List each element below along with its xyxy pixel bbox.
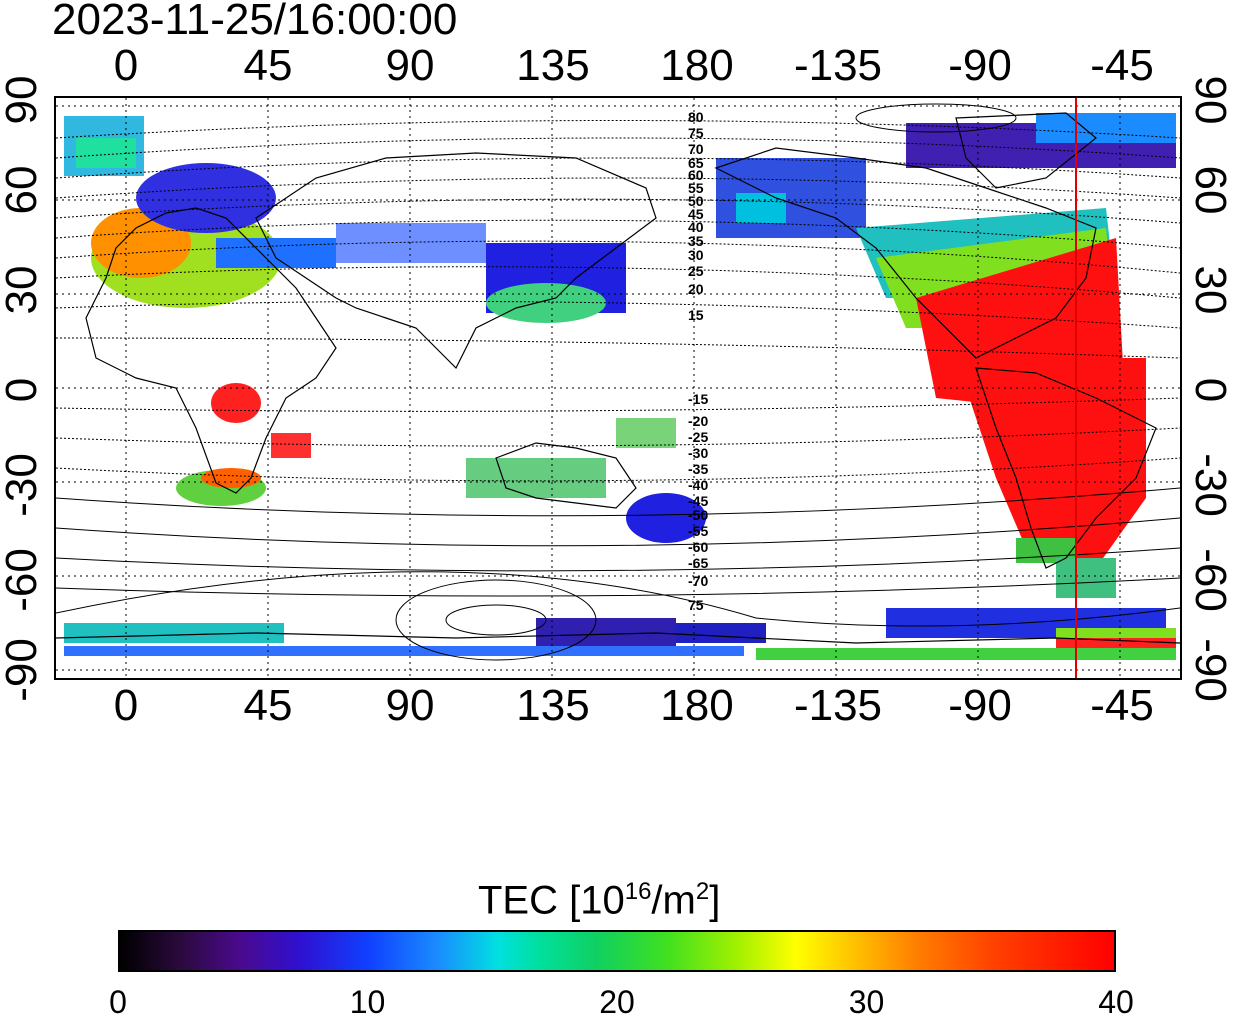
right-lat-label-2: 30 — [1186, 265, 1235, 315]
contour-label-north-1: 75 — [688, 125, 704, 141]
colorbar-tick-label-2: 20 — [599, 984, 635, 1020]
top-lon-label-0: 0 — [113, 41, 139, 90]
colorbar-tick-label-1: 10 — [349, 984, 386, 1020]
contour-label-north-2: 70 — [688, 141, 704, 157]
colorbar-tick-label-0: 0 — [109, 984, 127, 1020]
left-lat-label-2: 30 — [0, 265, 46, 315]
tec-colorbar — [118, 930, 1116, 972]
contour-label-south-10: -65 — [688, 555, 708, 571]
contour-label-north-8: 40 — [688, 219, 704, 235]
right-lat-label-1: 60 — [1186, 165, 1235, 215]
contour-label-south-5: -40 — [688, 477, 708, 493]
contour-label-south-8: -55 — [688, 523, 708, 539]
graticule — [56, 98, 1180, 678]
coastlines — [56, 112, 1180, 644]
bottom-lon-label-2: 90 — [385, 681, 435, 730]
contour-label-north-0: 80 — [688, 109, 704, 125]
colorbar-tick-label-4: 40 — [1098, 984, 1134, 1020]
tec-map-canvas: 8075706560555045403530252015-15-20-25-30… — [56, 98, 1180, 678]
timestamp-title: 2023-11-25/16:00:00 — [52, 0, 458, 44]
left-lat-label-1: 60 — [0, 165, 46, 215]
contour-label-north-3: 65 — [688, 155, 704, 171]
top-lon-label-7: -45 — [1090, 41, 1154, 90]
right-lat-label-0: 90 — [1186, 75, 1235, 125]
top-lon-label-1: 45 — [243, 41, 293, 90]
contour-labels: 8075706560555045403530252015-15-20-25-30… — [688, 109, 708, 613]
right-lat-label-5: -60 — [1186, 548, 1235, 612]
left-lat-label-4: -30 — [0, 453, 46, 517]
top-lon-label-6: -90 — [948, 41, 1012, 90]
bottom-lon-label-3: 135 — [516, 681, 590, 730]
right-lat-label-4: -30 — [1186, 453, 1235, 517]
colorbar-tick-label-3: 30 — [848, 984, 885, 1020]
contour-label-north-5: 55 — [688, 180, 704, 196]
bottom-lon-label-1: 45 — [243, 681, 293, 730]
right-lat-label-3: 0 — [1186, 377, 1235, 403]
bottom-lon-label-5: -135 — [793, 681, 883, 730]
contour-label-north-11: 25 — [688, 263, 704, 279]
contour-label-south-2: -25 — [688, 429, 708, 445]
contour-label-south-1: -20 — [688, 413, 708, 429]
top-lon-label-3: 135 — [516, 41, 590, 90]
contour-label-north-9: 35 — [688, 233, 704, 249]
contour-label-south-0: -15 — [688, 391, 708, 407]
bottom-lon-label-0: 0 — [113, 681, 139, 730]
contour-label-north-12: 20 — [688, 281, 704, 297]
left-lat-label-0: 90 — [0, 75, 46, 125]
tec-data-patches — [64, 113, 1176, 660]
contour-label-south-6: -45 — [688, 493, 708, 509]
contour-label-south-9: -60 — [688, 539, 708, 555]
contour-label-north-7: 45 — [688, 206, 704, 222]
top-lon-label-4: 180 — [660, 41, 734, 90]
contour-label-south-12: 75 — [688, 597, 704, 613]
contour-label-south-3: -30 — [688, 445, 708, 461]
tec-map: 80 75 70 65 60 55 50 45 40 35 30 25 20 15 -15 -20 -25 -30… — [54, 96, 1182, 680]
right-lat-label-6: -90 — [1186, 638, 1235, 702]
contour-label-south-4: -35 — [688, 461, 708, 477]
contour-label-north-6: 50 — [688, 193, 704, 209]
top-lon-label-5: -135 — [793, 41, 883, 90]
contour-label-south-11: -70 — [688, 573, 708, 589]
contour-label-south-7: -50 — [688, 507, 708, 523]
contour-label-north-10: 30 — [688, 247, 704, 263]
colorbar-title: TEC [1016/m2] — [478, 878, 721, 923]
left-lat-label-6: -90 — [0, 638, 46, 702]
left-lat-label-5: -60 — [0, 548, 46, 612]
bottom-lon-label-6: -90 — [948, 681, 1012, 730]
magnetic-contours — [56, 103, 1180, 661]
bottom-lon-label-4: 180 — [660, 681, 734, 730]
left-lat-label-3: 0 — [0, 377, 46, 403]
contour-label-north-13: 15 — [688, 307, 704, 323]
contour-label-north-4: 60 — [688, 167, 704, 183]
bottom-lon-label-7: -45 — [1090, 681, 1154, 730]
top-lon-label-2: 90 — [385, 41, 435, 90]
